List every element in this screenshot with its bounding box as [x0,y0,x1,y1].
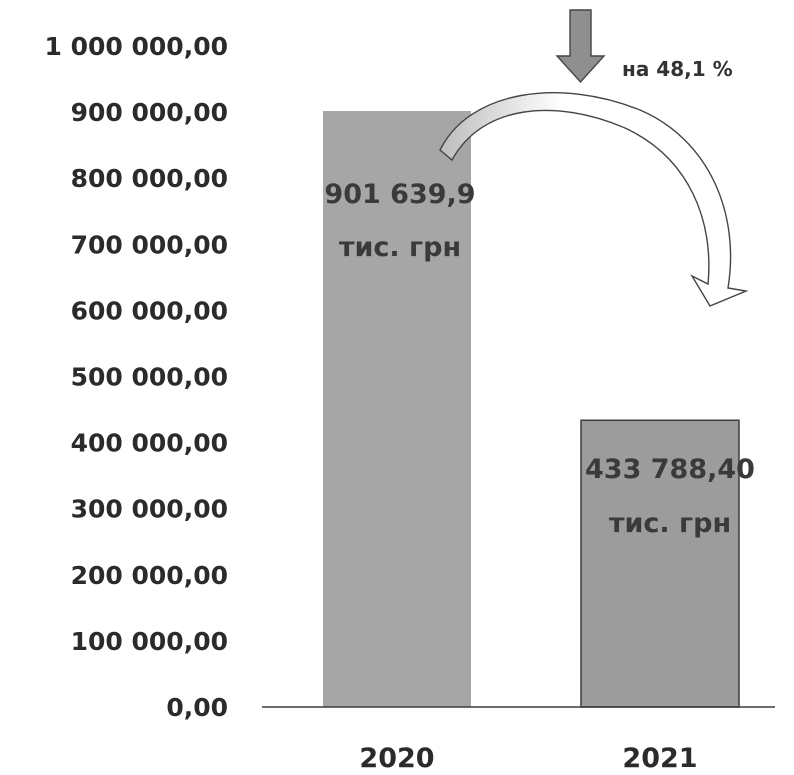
y-tick-label: 300 000,00 [71,495,228,524]
data-label: тис. грн [609,508,731,539]
y-tick-label: 0,00 [166,693,228,722]
x-axis: 2020 2021 [359,743,697,774]
y-tick-label: 200 000,00 [71,561,228,590]
data-labels: 901 639,9 тис. грн 433 788,40 тис. грн [324,179,755,539]
data-label: 901 639,9 [324,179,475,210]
bar-2021 [580,419,740,708]
y-tick-label: 600 000,00 [71,296,228,325]
y-tick-label: 700 000,00 [71,230,228,259]
data-label: тис. грн [339,232,461,263]
x-tick-label: 2021 [622,743,697,774]
bar-2020 [323,111,471,707]
y-tick-label: 500 000,00 [71,363,228,392]
y-tick-label: 900 000,00 [71,98,228,127]
data-label: 433 788,40 [585,454,755,485]
bars [323,111,740,708]
y-tick-label: 1 000 000,00 [45,32,228,61]
y-axis: 0,00 100 000,00 200 000,00 300 000,00 400 00… [45,32,228,722]
y-tick-label: 100 000,00 [71,627,228,656]
curved-decrease-arrow-icon [439,92,749,307]
y-tick-label: 800 000,00 [71,164,228,193]
decrease-annotation: на 48,1 % [622,57,733,81]
down-arrow-icon [555,9,606,84]
x-tick-label: 2020 [359,743,434,774]
y-tick-label: 400 000,00 [71,429,228,458]
